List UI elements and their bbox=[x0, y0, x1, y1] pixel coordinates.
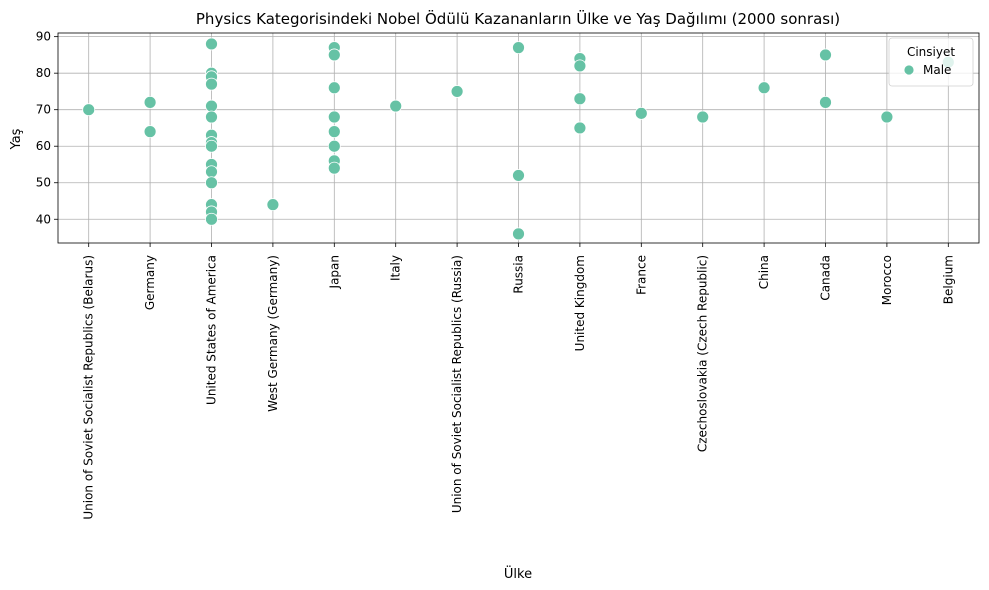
x-tick-label: United States of America bbox=[205, 255, 219, 405]
x-tick-label: Union of Soviet Socialist Republics (Bel… bbox=[82, 255, 96, 520]
y-axis-label: Yaş bbox=[9, 128, 24, 150]
y-tick-label: 70 bbox=[36, 103, 51, 117]
data-point bbox=[389, 99, 403, 113]
data-point bbox=[205, 110, 218, 124]
y-tick-label: 50 bbox=[36, 176, 51, 190]
data-point bbox=[205, 176, 218, 190]
legend-marker bbox=[903, 64, 915, 76]
data-point bbox=[573, 121, 587, 135]
x-tick-label: Czechoslovakia (Czech Republic) bbox=[696, 255, 710, 452]
data-point bbox=[266, 198, 280, 212]
data-point bbox=[757, 81, 771, 95]
data-point bbox=[205, 212, 218, 226]
data-point bbox=[634, 106, 648, 120]
x-tick-label: China bbox=[757, 255, 771, 289]
x-tick-label: Germany bbox=[143, 255, 157, 310]
data-points bbox=[82, 37, 955, 241]
data-point bbox=[512, 41, 525, 55]
x-tick-label: United Kingdom bbox=[573, 255, 587, 351]
data-point bbox=[205, 139, 218, 153]
data-point bbox=[327, 48, 341, 62]
x-tick-label: Canada bbox=[819, 255, 833, 301]
data-point bbox=[512, 169, 525, 182]
y-tick-label: 90 bbox=[36, 30, 51, 44]
x-tick-label: West Germany (Germany) bbox=[266, 255, 280, 412]
data-point bbox=[573, 59, 587, 73]
x-tick-label: France bbox=[634, 255, 648, 295]
data-point bbox=[880, 110, 894, 124]
data-point bbox=[82, 103, 96, 117]
x-tick-label: Belgium bbox=[941, 255, 955, 304]
legend-title: Cinsiyet bbox=[907, 45, 955, 59]
x-tick-label: Union of Soviet Socialist Republics (Rus… bbox=[450, 255, 464, 513]
axes: Union of Soviet Socialist Republics (Bel… bbox=[36, 30, 980, 520]
x-axis-label: Ülke bbox=[504, 565, 532, 582]
data-point bbox=[327, 110, 341, 124]
y-tick-label: 80 bbox=[36, 66, 51, 80]
plot-frame bbox=[57, 32, 980, 244]
data-point bbox=[450, 85, 464, 98]
data-point bbox=[819, 95, 832, 109]
chart-title: Physics Kategorisindeki Nobel Ödülü Kaza… bbox=[196, 9, 840, 28]
data-point bbox=[143, 95, 157, 109]
y-tick-label: 60 bbox=[36, 139, 51, 153]
x-tick-label: Italy bbox=[389, 255, 403, 281]
x-tick-label: Morocco bbox=[880, 255, 894, 305]
x-tick-label: Japan bbox=[327, 255, 341, 289]
data-point bbox=[327, 139, 341, 153]
legend-entry: Male bbox=[923, 63, 951, 77]
y-tick-label: 40 bbox=[36, 212, 51, 226]
data-point bbox=[573, 92, 587, 106]
data-point bbox=[205, 165, 218, 179]
data-point bbox=[205, 99, 218, 113]
data-point bbox=[819, 48, 832, 62]
data-point bbox=[327, 161, 341, 175]
x-tick-label: Russia bbox=[512, 255, 526, 294]
data-point bbox=[143, 125, 157, 139]
data-point bbox=[205, 37, 218, 51]
data-point bbox=[327, 81, 341, 95]
data-point bbox=[205, 77, 218, 91]
data-point bbox=[327, 125, 341, 139]
grid bbox=[58, 33, 979, 243]
data-point bbox=[512, 227, 525, 241]
data-point bbox=[696, 110, 710, 124]
legend: Cinsiyet Male bbox=[888, 37, 974, 87]
